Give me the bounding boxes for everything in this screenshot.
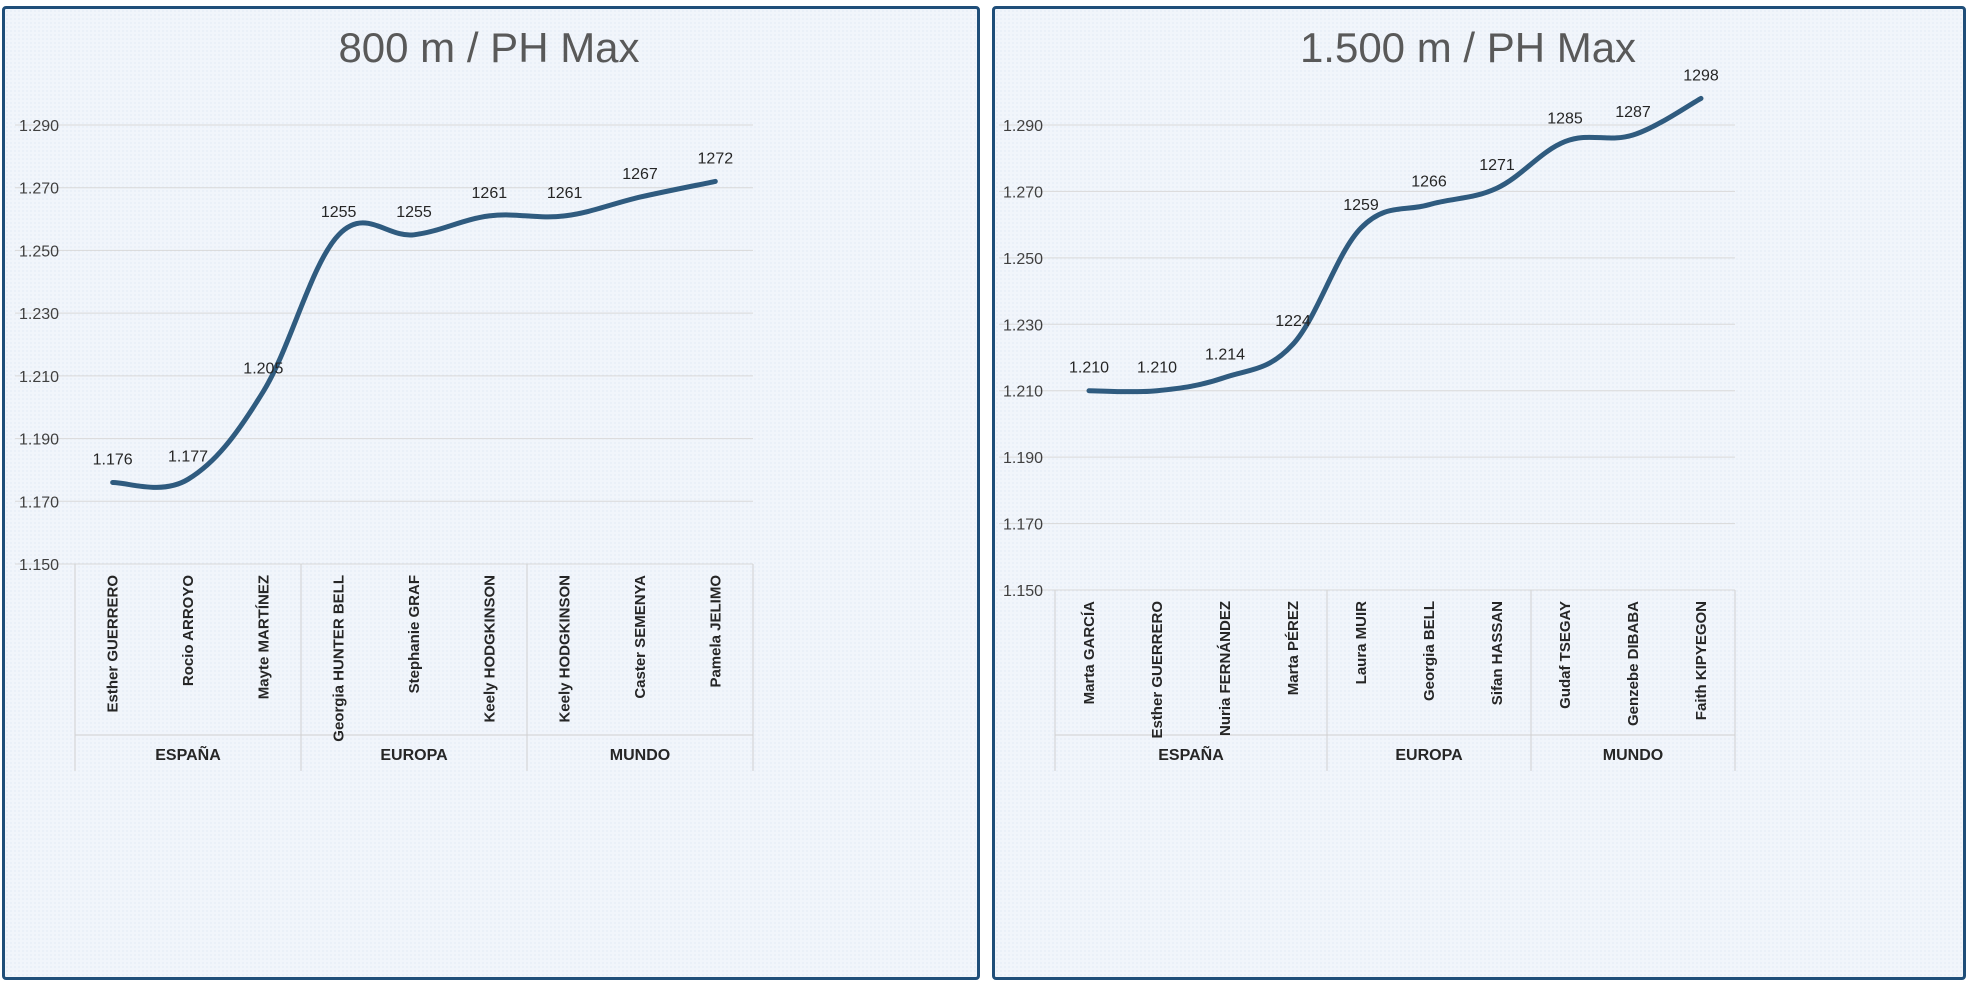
chart-1500m-ytick-label: 1.190: [1003, 450, 1043, 467]
chart-1500m-category-label: Faith KIPYEGON: [1693, 601, 1710, 720]
chart-1500m-data-label: 1.210: [1137, 360, 1177, 377]
chart-800m-category-label: Rocio ARROYO: [180, 575, 197, 686]
chart-1500m-category-label: Georgia BELL: [1421, 601, 1438, 701]
chart-1500m-ytick-label: 1.290: [1003, 118, 1043, 135]
chart-800m-data-label: 1.205: [243, 361, 283, 378]
chart-800m-ytick-label: 1.210: [19, 369, 59, 386]
chart-800m-ytick-label: 1.190: [19, 432, 59, 449]
chart-1500m-ytick-label: 1.250: [1003, 251, 1043, 268]
chart-800m-data-label: 1.176: [93, 451, 133, 468]
chart-1500m-ytick-label: 1.170: [1003, 517, 1043, 534]
chart-800m-ytick-label: 1.290: [19, 118, 59, 135]
chart-1500m-data-label: 1.210: [1069, 360, 1109, 377]
chart-800m-series-line: [110, 178, 718, 490]
chart-1500m-group-label: EUROPA: [1395, 747, 1463, 764]
chart-800m-category-label: Keely HODGKINSON: [481, 575, 498, 723]
chart-1500m-ytick-label: 1.150: [1003, 583, 1043, 600]
chart-800m-category-label: Keely HODGKINSON: [557, 575, 574, 723]
chart-1500m-data-label: 1259: [1343, 197, 1379, 214]
chart-1500m-category-label: Esther GUERRERO: [1149, 601, 1166, 739]
chart-1500m: 1.500 m / PH Max 1.150 1.170 1.190 1.210 1.23…: [999, 24, 1736, 771]
chart-1500m-category-label: Sifan HASSAN: [1489, 601, 1506, 705]
chart-1500m-title: 1.500 m / PH Max: [1300, 24, 1636, 71]
chart-800m-data-label: 1255: [321, 204, 357, 221]
chart-1500m-category-label: Gudaf TSEGAY: [1557, 601, 1574, 709]
chart-800m-ytick-label: 1.150: [19, 557, 59, 574]
chart-1500m-group-label: ESPAÑA: [1158, 744, 1224, 764]
chart-1500m-data-label: 1224: [1275, 313, 1311, 330]
chart-800m-ytick-label: 1.170: [19, 494, 59, 511]
chart-800m-group-label: ESPAÑA: [155, 744, 221, 764]
chart-800m-category-label: Stephanie GRAF: [406, 575, 423, 693]
chart-800m-category-label: Mayte MARTÍNEZ: [255, 575, 272, 699]
chart-800m-ytick-label: 1.230: [19, 306, 59, 323]
chart-1500m-ytick-label: 1.270: [1003, 184, 1043, 201]
chart-1500m-data-label: 1285: [1547, 111, 1583, 128]
chart-1500m-data-label: 1271: [1479, 157, 1515, 174]
chart-800m-data-label: 1.177: [168, 448, 208, 465]
chart-800m-ytick-label: 1.270: [19, 181, 59, 198]
chart-panel-800m: 800 m / PH Max 1.150 1.170 1.190 1.210 1.230 1…: [2, 6, 980, 980]
chart-1500m-category-label: Marta GARCÍA: [1081, 601, 1098, 705]
chart-1500m-data-label: 1287: [1615, 104, 1651, 121]
chart-1500m-data-label: 1.214: [1205, 346, 1245, 363]
chart-1500m-group-label: MUNDO: [1603, 747, 1663, 764]
chart-1500m-data-label: 1266: [1411, 174, 1447, 191]
chart-1500m-category-label: Laura MUIR: [1353, 601, 1370, 685]
chart-1500m-category-label: Nuria FERNÁNDEZ: [1217, 601, 1234, 736]
chart-800m-category-label: Pamela JELIMO: [707, 575, 724, 688]
chart-800m-group-label: MUNDO: [610, 747, 670, 764]
chart-800m-data-label: 1267: [622, 166, 658, 183]
chart-800m-data-label: 1272: [698, 150, 734, 167]
chart-800m-title: 800 m / PH Max: [338, 24, 639, 71]
chart-800m: 800 m / PH Max 1.150 1.170 1.190 1.210 1.230 1…: [15, 24, 754, 771]
chart-1500m-category-label: Marta PÉREZ: [1285, 601, 1302, 695]
chart-1500m-series-line: [1086, 95, 1704, 395]
chart-800m-data-label: 1261: [472, 185, 508, 202]
chart-800m-category-label: Caster SEMENYA: [632, 575, 649, 699]
chart-panel-1500m: 1.500 m / PH Max 1.150 1.170 1.190 1.210 1.23…: [992, 6, 1966, 980]
chart-1500m-ytick-label: 1.230: [1003, 317, 1043, 334]
chart-800m-data-label: 1261: [547, 185, 583, 202]
chart-800m-category-label: Georgia HUNTER BELL: [331, 575, 348, 742]
chart-1500m-category-label: Genzebe DIBABA: [1625, 601, 1642, 726]
chart-1500m-ytick-label: 1.210: [1003, 384, 1043, 401]
chart-800m-data-label: 1255: [396, 204, 432, 221]
chart-800m-category-label: Esther GUERRERO: [105, 575, 122, 713]
chart-1500m-data-label: 1298: [1683, 67, 1719, 84]
chart-800m-ytick-label: 1.250: [19, 243, 59, 260]
chart-800m-group-label: EUROPA: [380, 747, 448, 764]
